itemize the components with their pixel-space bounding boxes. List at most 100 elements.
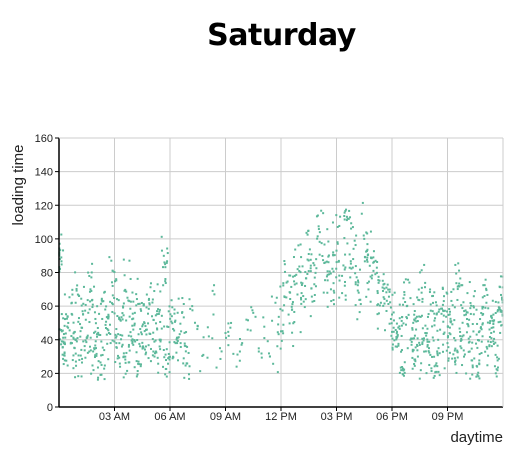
data-point xyxy=(358,298,361,301)
data-point xyxy=(163,325,166,328)
data-point xyxy=(423,337,426,340)
data-point xyxy=(345,219,348,222)
data-point xyxy=(300,281,303,284)
data-point xyxy=(309,267,312,270)
data-point xyxy=(131,338,134,341)
data-point xyxy=(350,222,353,225)
data-point xyxy=(111,303,114,306)
data-point xyxy=(426,327,429,330)
data-point xyxy=(277,323,280,326)
data-point xyxy=(414,346,417,349)
data-point xyxy=(336,241,339,244)
data-point xyxy=(120,345,123,348)
data-point xyxy=(349,216,352,219)
data-point xyxy=(429,309,432,312)
data-point xyxy=(290,285,293,288)
data-point xyxy=(494,341,497,344)
data-point xyxy=(137,360,140,363)
data-point xyxy=(133,324,136,327)
data-point xyxy=(114,361,117,364)
data-point xyxy=(63,343,66,346)
data-point xyxy=(339,215,342,218)
data-point xyxy=(351,226,354,229)
data-point xyxy=(459,330,462,333)
data-point xyxy=(84,356,87,359)
data-point xyxy=(143,321,146,324)
data-point xyxy=(400,319,403,322)
data-point xyxy=(341,292,344,295)
y-tick-label: 40 xyxy=(41,335,53,347)
data-point xyxy=(285,281,288,284)
data-point xyxy=(109,342,112,345)
data-point xyxy=(115,346,118,349)
data-point xyxy=(357,281,360,284)
data-point xyxy=(475,342,478,345)
data-point xyxy=(472,305,475,308)
data-point xyxy=(477,331,480,334)
data-point xyxy=(431,336,434,339)
data-point xyxy=(469,377,472,380)
data-point xyxy=(459,345,462,348)
data-point xyxy=(232,352,235,355)
data-point xyxy=(129,331,132,334)
data-point xyxy=(349,260,352,263)
data-point xyxy=(283,263,286,266)
data-point xyxy=(392,311,395,314)
data-point xyxy=(315,258,318,261)
data-point xyxy=(435,370,438,373)
data-point xyxy=(354,304,357,307)
data-point xyxy=(354,265,357,268)
data-point xyxy=(424,281,427,284)
data-point xyxy=(333,254,336,257)
data-point xyxy=(211,337,214,340)
data-point xyxy=(325,275,328,278)
x-tick-labels: 03 AM 06 AM 09 AM 12 PM 03 PM 06 PM 09 PM xyxy=(99,407,463,423)
data-point xyxy=(168,356,171,359)
data-point xyxy=(499,310,502,313)
data-point xyxy=(218,347,221,350)
data-point xyxy=(432,339,435,342)
data-point xyxy=(64,318,67,321)
data-point xyxy=(346,217,349,220)
data-point xyxy=(238,359,241,362)
data-point xyxy=(488,335,491,338)
data-point xyxy=(122,314,125,317)
data-point xyxy=(442,320,445,323)
data-point xyxy=(74,360,77,363)
data-point xyxy=(81,357,84,360)
data-point xyxy=(416,355,419,358)
data-point xyxy=(156,313,159,316)
data-point xyxy=(448,307,451,310)
data-point xyxy=(79,330,82,333)
data-point xyxy=(225,336,228,339)
data-point xyxy=(88,308,91,311)
data-point xyxy=(75,289,78,292)
data-point xyxy=(406,347,409,350)
data-point xyxy=(471,364,474,367)
data-point xyxy=(485,345,488,348)
data-point xyxy=(156,283,159,286)
data-point xyxy=(66,315,69,318)
data-point xyxy=(442,333,445,336)
data-point xyxy=(120,316,123,319)
data-point xyxy=(481,313,484,316)
data-point xyxy=(493,319,496,322)
data-point xyxy=(105,320,108,323)
data-point xyxy=(307,253,310,256)
data-point xyxy=(171,322,174,325)
data-point xyxy=(89,336,92,339)
data-point xyxy=(72,354,75,357)
data-point xyxy=(287,313,290,316)
data-point xyxy=(94,322,97,325)
data-point xyxy=(132,343,135,346)
data-point xyxy=(433,312,436,315)
data-point xyxy=(478,359,481,362)
data-point xyxy=(454,347,457,350)
data-point xyxy=(307,270,310,273)
data-point xyxy=(305,231,308,234)
data-point xyxy=(136,373,139,376)
data-point xyxy=(139,363,142,366)
data-point xyxy=(428,291,431,294)
data-point xyxy=(162,348,165,351)
data-point xyxy=(402,374,405,377)
